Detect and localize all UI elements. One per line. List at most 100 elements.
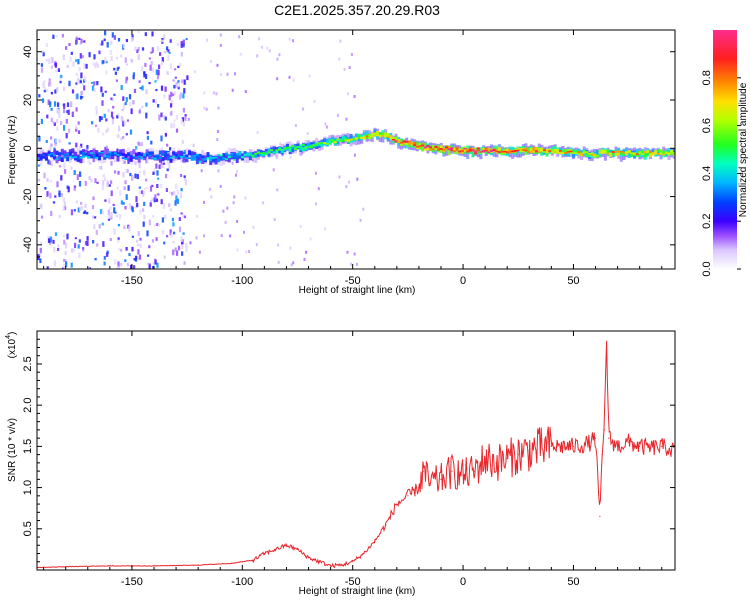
ridge-cell [503, 150, 507, 153]
ridge-cell [243, 154, 247, 157]
noise-speck [75, 94, 78, 100]
noise-speck [84, 181, 87, 186]
noise-speck [183, 149, 186, 154]
ridge-cell [630, 152, 634, 155]
noise-speck [143, 169, 146, 176]
ridge-cell [87, 156, 91, 159]
noise-speck [77, 244, 80, 249]
noise-speck [339, 39, 342, 43]
noise-speck [151, 67, 154, 73]
ridge-cell [323, 138, 327, 144]
noise-speck [91, 85, 95, 91]
noise-speck [154, 258, 157, 262]
ridge-cell [572, 149, 576, 154]
ridge-cell [598, 151, 602, 154]
noise-speck [226, 206, 229, 210]
ridge-cell [561, 152, 565, 155]
noise-speck [180, 44, 183, 48]
ridge-cell [593, 154, 597, 158]
snr-point [109, 565, 111, 567]
noise-speck [111, 32, 114, 38]
noise-speck [185, 38, 188, 41]
ridge-cell [672, 153, 675, 156]
noise-speck [151, 47, 154, 53]
ridge-cell [74, 151, 78, 158]
noise-speck [131, 175, 134, 179]
noise-speck [130, 264, 133, 269]
noise-speck [116, 148, 119, 154]
snr-point [263, 552, 265, 555]
ridge-cell [574, 149, 578, 153]
ridge-cell [113, 152, 117, 154]
ridge-cell [201, 157, 205, 160]
noise-speck [189, 241, 192, 245]
ridge-cell [190, 151, 194, 157]
noise-speck [86, 236, 89, 241]
noise-speck [122, 202, 125, 205]
noise-speck [146, 131, 149, 135]
noise-speck [169, 63, 172, 70]
ridge-cell [476, 148, 480, 155]
ridge-cell [566, 150, 570, 153]
noise-speck [83, 79, 86, 83]
ridge-cell [84, 153, 88, 157]
ridge-cell [524, 147, 528, 155]
noise-speck [262, 201, 265, 205]
ridge-cell [71, 154, 75, 159]
ridge-cell [532, 146, 536, 151]
ridge-cell [214, 157, 218, 165]
snr-plot-area [37, 331, 675, 570]
ridge-cell [360, 136, 364, 139]
ridge-cell [164, 154, 168, 160]
ridge-cell [127, 153, 131, 162]
ridge-cell [121, 153, 125, 157]
noise-speck [105, 129, 108, 133]
ridge-cell [497, 147, 501, 151]
ridge-cell [44, 153, 48, 156]
noise-speck [180, 119, 183, 125]
noise-speck [158, 64, 161, 69]
ridge-cell [431, 145, 435, 149]
snr-point [374, 540, 376, 542]
noise-speck [50, 210, 53, 217]
ridge-cell [368, 134, 372, 136]
noise-speck [77, 207, 80, 213]
snr-point [484, 458, 486, 460]
noise-speck [102, 132, 105, 136]
ridge-cell [233, 159, 236, 161]
noise-speck [40, 118, 43, 125]
noise-speck [145, 73, 148, 79]
noise-speck [178, 226, 182, 233]
ridge-cell [90, 152, 93, 154]
noise-speck [174, 247, 177, 252]
noise-speck [96, 243, 99, 247]
noise-speck [49, 236, 52, 243]
noise-speck [279, 142, 282, 146]
y-tick-label: 0 [22, 145, 34, 151]
noise-speck [177, 82, 180, 88]
ridge-cell [148, 154, 152, 160]
ridge-cell [275, 149, 279, 151]
noise-speck [231, 161, 234, 165]
noise-speck [75, 72, 78, 77]
noise-speck [182, 232, 185, 235]
snr-y-ticks: 0.5 1.0 1.5 2.0 2.5 [22, 338, 675, 563]
noise-speck [104, 57, 107, 63]
noise-speck [176, 250, 179, 256]
noise-speck [170, 232, 173, 238]
ridge-cell [439, 147, 443, 153]
snr-frame [36, 330, 676, 571]
noise-speck [154, 80, 157, 83]
noise-speck [116, 265, 119, 269]
noise-speck [39, 148, 42, 155]
noise-speck [239, 52, 242, 56]
snr-point [407, 495, 409, 497]
noise-speck [172, 79, 175, 82]
colorbar-tick-label: 0.4 [701, 166, 713, 181]
noise-speck [338, 57, 341, 61]
noise-speck [196, 214, 199, 218]
noise-speck [92, 62, 95, 66]
noise-speck [80, 143, 83, 148]
ridge-cell [423, 146, 427, 149]
y-tick-label: 20 [22, 94, 34, 106]
